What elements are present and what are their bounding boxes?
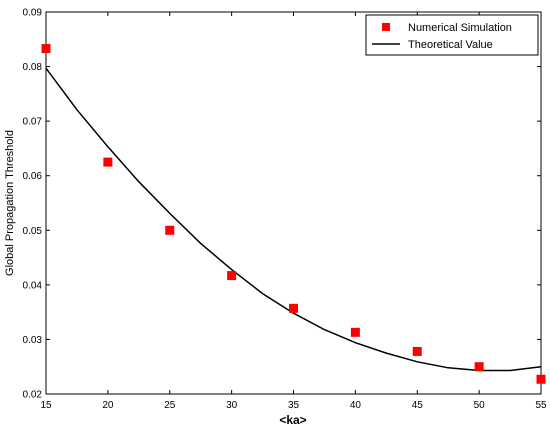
x-tick-label: 30 [226, 400, 238, 411]
numerical-simulation-point [227, 271, 237, 281]
x-tick-labels: 15 20 25 30 35 40 45 50 55 [40, 400, 547, 411]
y-tick-label: 0.05 [23, 226, 43, 237]
numerical-simulation-point [412, 346, 422, 356]
legend-label-theoretical-value: Theoretical Value [408, 39, 493, 51]
numerical-simulation-point [536, 374, 546, 384]
legend-label-numerical-simulation: Numerical Simulation [408, 22, 512, 34]
numerical-simulation-point [165, 225, 175, 235]
simulation-points-layer [41, 44, 546, 384]
plot-area [45, 11, 542, 395]
numerical-simulation-point [289, 303, 298, 313]
x-axis-label: <ka> [279, 413, 306, 427]
numerical-simulation-point [41, 44, 51, 54]
y-tick-label: 0.08 [23, 62, 43, 73]
legend: Numerical Simulation Theoretical Value [365, 14, 539, 56]
numerical-simulation-point [350, 327, 360, 337]
y-tick-label: 0.07 [23, 117, 43, 128]
x-tick-label: 25 [164, 400, 176, 411]
numerical-simulation-point [474, 362, 484, 372]
y-tick-label: 0.09 [23, 8, 43, 19]
y-tick-labels: 0.02 0.03 0.04 0.05 0.06 0.07 0.08 0.09 [23, 8, 43, 401]
legend-marker-numerical-simulation [382, 23, 390, 31]
theoretical-value-line [45, 67, 542, 372]
x-tick-label: 15 [40, 400, 52, 411]
y-tick-label: 0.03 [23, 335, 43, 346]
x-tick-label: 50 [474, 400, 486, 411]
x-tick-label: 20 [102, 400, 114, 411]
x-tick-label: 45 [412, 400, 424, 411]
x-tick-label: 55 [535, 400, 547, 411]
legend-box [365, 14, 539, 56]
y-axis-label: Global Propagation Threshold [4, 130, 16, 276]
x-tick-label: 40 [350, 400, 362, 411]
y-tick-label: 0.04 [23, 280, 43, 291]
y-tick-label: 0.02 [23, 390, 43, 401]
y-tick-label: 0.06 [23, 171, 43, 182]
theoretical-line-layer [45, 67, 542, 372]
numerical-simulation-point [103, 157, 113, 167]
x-tick-label: 35 [288, 400, 300, 411]
